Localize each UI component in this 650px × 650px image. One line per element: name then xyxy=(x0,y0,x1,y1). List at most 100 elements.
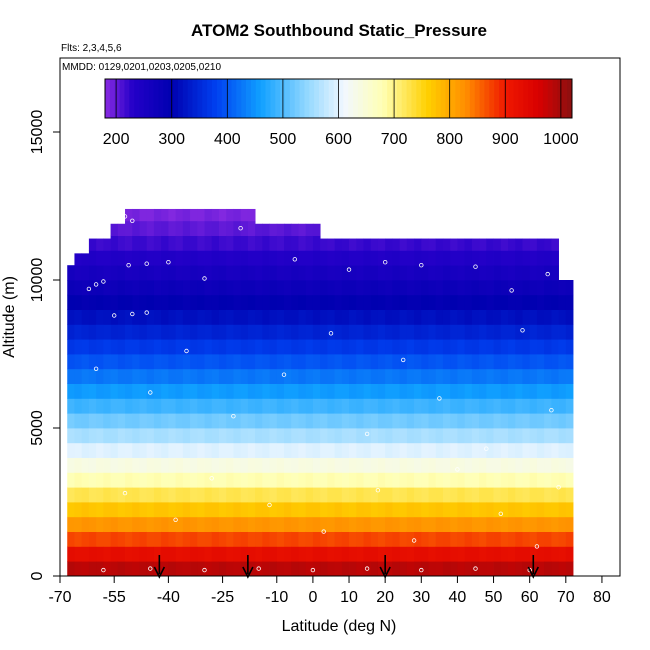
heatmap-cell xyxy=(190,309,198,325)
heatmap-cell xyxy=(370,561,379,576)
heatmap-cell xyxy=(103,561,111,576)
heatmap-cell xyxy=(320,457,328,473)
heatmap-cell xyxy=(320,280,328,296)
heatmap-cell xyxy=(471,472,480,488)
heatmap-cell xyxy=(428,398,437,414)
colorbar-swatch xyxy=(392,79,398,118)
heatmap-cell xyxy=(428,324,437,340)
heatmap-cell xyxy=(486,428,494,444)
heatmap-cell xyxy=(255,324,263,340)
heatmap-cell xyxy=(146,265,155,281)
heatmap-cell xyxy=(204,383,213,399)
colorbar-swatch xyxy=(216,79,223,118)
heatmap-cell xyxy=(240,220,249,236)
colorbar-swatch xyxy=(445,79,451,118)
heatmap-cell xyxy=(262,516,270,532)
heatmap-cell xyxy=(334,280,343,296)
heatmap-cell xyxy=(67,502,75,518)
heatmap-cell xyxy=(500,457,509,473)
heatmap-cell xyxy=(240,516,249,532)
heatmap-cell xyxy=(218,235,227,251)
heatmap-cell xyxy=(450,324,458,340)
heatmap-cell xyxy=(190,294,198,310)
heatmap-cell xyxy=(457,324,466,340)
heatmap-cell xyxy=(428,546,437,562)
heatmap-cell xyxy=(153,561,162,576)
heatmap-cell xyxy=(341,294,350,310)
heatmap-cell xyxy=(536,413,545,429)
heatmap-cell xyxy=(175,398,184,414)
heatmap-cell xyxy=(139,487,148,503)
colorbar-swatch xyxy=(547,79,553,118)
track-point xyxy=(111,313,117,318)
heatmap-cell xyxy=(247,472,256,488)
heatmap-cell xyxy=(464,324,473,340)
heatmap-cell xyxy=(204,324,213,340)
heatmap-cell xyxy=(132,472,140,488)
heatmap-cell xyxy=(457,250,466,266)
colorbar-swatch xyxy=(460,79,466,118)
heatmap-cell xyxy=(406,309,415,325)
heatmap-cell xyxy=(211,309,220,325)
heatmap-cell xyxy=(356,502,364,518)
heatmap-cell xyxy=(284,354,292,370)
heatmap-cell xyxy=(81,546,90,562)
heatmap-cell xyxy=(255,546,263,562)
heatmap-cell xyxy=(211,250,220,266)
heatmap-cell xyxy=(117,413,126,429)
heatmap-cell xyxy=(522,339,531,355)
dates-label: MMDD: 0129,0201,0203,0205,0210 xyxy=(62,62,221,73)
heatmap-cell xyxy=(182,324,191,340)
heatmap-cell xyxy=(81,472,90,488)
heatmap-cell xyxy=(334,339,343,355)
heatmap-cell xyxy=(153,487,162,503)
heatmap-cell xyxy=(204,546,213,562)
heatmap-cell xyxy=(363,502,372,518)
heatmap-cell xyxy=(464,442,473,458)
heatmap-cell xyxy=(486,309,494,325)
heatmap-cell xyxy=(493,324,502,340)
heatmap-cell xyxy=(457,502,466,518)
heatmap-cell xyxy=(508,354,516,370)
track-point xyxy=(202,276,207,281)
heatmap-cell xyxy=(565,531,574,547)
heatmap-cell xyxy=(544,502,552,518)
heatmap-cell xyxy=(139,250,148,266)
heatmap-cell xyxy=(291,398,299,414)
heatmap-cell xyxy=(349,368,357,384)
colorbar-swatch xyxy=(557,79,563,118)
x-tick-label: -10 xyxy=(265,589,288,606)
heatmap-cell xyxy=(464,413,473,429)
heatmap-cell xyxy=(370,368,379,384)
heatmap-cell xyxy=(486,398,494,414)
heatmap-cell xyxy=(450,546,458,562)
heatmap-cell xyxy=(96,309,104,325)
heatmap-cell xyxy=(312,309,321,325)
heatmap-cell xyxy=(327,442,335,458)
heatmap-cell xyxy=(529,413,538,429)
heatmap-cell xyxy=(247,487,256,503)
heatmap-cell xyxy=(442,265,451,281)
heatmap-cell xyxy=(262,324,270,340)
heatmap-cell xyxy=(81,398,90,414)
heatmap-cell xyxy=(356,368,364,384)
heatmap-cell xyxy=(334,531,343,547)
heatmap-cell xyxy=(182,428,191,444)
heatmap-cell xyxy=(508,250,516,266)
heatmap-cell xyxy=(457,487,466,503)
heatmap-cell xyxy=(240,383,249,399)
heatmap-cell xyxy=(240,250,249,266)
heatmap-cell xyxy=(103,442,111,458)
heatmap-cell xyxy=(414,383,422,399)
heatmap-cell xyxy=(414,280,422,296)
heatmap-cell xyxy=(406,238,415,251)
heatmap-cell xyxy=(291,309,299,325)
heatmap-cell xyxy=(125,487,133,503)
heatmap-cell xyxy=(125,339,133,355)
heatmap-cell xyxy=(132,502,140,518)
heatmap-cell xyxy=(356,383,364,399)
heatmap-cell xyxy=(211,428,220,444)
colorbar-swatch xyxy=(270,79,276,118)
heatmap-cell xyxy=(81,383,90,399)
heatmap-cell xyxy=(392,368,401,384)
